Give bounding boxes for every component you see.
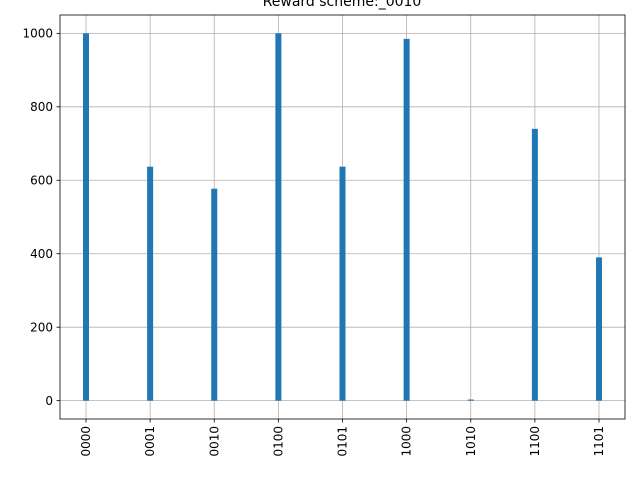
bar-0101 xyxy=(339,166,346,401)
chart-title: Reward scheme:_0010 xyxy=(263,0,422,10)
x-tick-label: 0101 xyxy=(336,426,350,457)
y-tick-label: 1000 xyxy=(22,27,53,41)
bar-1000 xyxy=(403,38,410,401)
bar-0000 xyxy=(83,33,89,401)
y-tick-label: 600 xyxy=(30,174,53,188)
x-tick-label: 0010 xyxy=(207,426,221,457)
x-axis-ticks: 0000 0001 0010 0100 0101 1000 1010 1100 1101 xyxy=(79,419,606,457)
x-tick-label: 1000 xyxy=(400,426,414,457)
x-tick-label: 1101 xyxy=(592,426,606,457)
y-axis-ticks: 0 200 400 600 800 1000 xyxy=(22,27,60,408)
bar-0100 xyxy=(275,33,282,401)
bar-1100 xyxy=(531,128,538,401)
bar-0010 xyxy=(211,188,218,401)
bar-0001 xyxy=(147,166,154,401)
bar-1101 xyxy=(596,257,602,401)
x-tick-label: 0100 xyxy=(271,426,285,457)
bars xyxy=(83,33,602,401)
x-tick-label: 1010 xyxy=(464,426,478,457)
x-tick-label: 0001 xyxy=(143,426,157,457)
y-tick-label: 800 xyxy=(30,100,53,114)
y-tick-label: 200 xyxy=(30,320,53,334)
x-tick-label: 1100 xyxy=(528,426,542,457)
y-tick-label: 400 xyxy=(30,247,53,261)
x-tick-label: 0000 xyxy=(79,426,93,457)
y-tick-label: 0 xyxy=(45,394,53,408)
bar-1010 xyxy=(467,399,474,401)
